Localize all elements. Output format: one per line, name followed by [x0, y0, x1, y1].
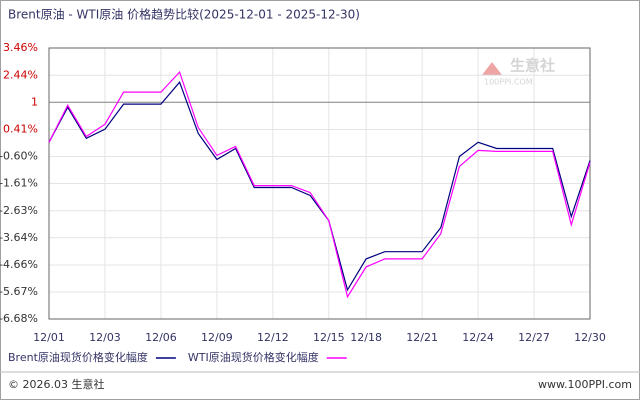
- y-tick-label: 1: [31, 95, 38, 108]
- y-tick-label: 3.46%: [3, 41, 38, 54]
- legend-label: Brent原油现货价格变化幅度: [8, 350, 148, 364]
- y-tick-label: -4.66%: [0, 258, 38, 271]
- x-tick-label: 12/30: [574, 331, 606, 344]
- x-tick-label: 12/09: [201, 331, 233, 344]
- y-tick-label: -2.63%: [0, 204, 38, 217]
- series-line: [48, 81, 591, 292]
- footer-copyright: © 2026.03 生意社: [8, 377, 104, 391]
- x-tick-label: 12/24: [462, 331, 494, 344]
- footer-site: www.100PPI.com: [538, 378, 632, 391]
- x-tick-label: 12/21: [406, 331, 438, 344]
- series-line: [48, 70, 591, 299]
- x-tick-label: 12/01: [33, 331, 65, 344]
- plot-border: [48, 47, 591, 320]
- watermark-icon: [482, 62, 502, 75]
- y-tick-label: -0.60%: [0, 150, 38, 163]
- legend-label: WTI原油现货价格变化幅度: [188, 350, 319, 364]
- y-tick-label: 2.44%: [3, 68, 38, 81]
- x-tick-label: 12/12: [257, 331, 289, 344]
- y-tick-label: -5.67%: [0, 285, 38, 298]
- x-tick-label: 12/18: [350, 331, 382, 344]
- x-tick-label: 12/03: [89, 331, 121, 344]
- watermark-site: 100PPI.COM: [484, 78, 533, 87]
- y-tick-label: -3.64%: [0, 231, 38, 244]
- watermark: 生意社 100PPI.COM: [482, 57, 555, 87]
- y-tick-label: 0.41%: [3, 123, 38, 136]
- y-tick-label: -1.61%: [0, 177, 38, 190]
- x-tick-label: 12/06: [145, 331, 177, 344]
- x-tick-label: 12/15: [313, 331, 345, 344]
- y-tick-label: -6.68%: [0, 312, 38, 325]
- watermark-name: 生意社: [510, 57, 555, 75]
- chart-title: Brent原油 - WTI原油 价格趋势比较(2025-12-01 - 2025…: [8, 7, 360, 22]
- x-tick-label: 12/27: [518, 331, 550, 344]
